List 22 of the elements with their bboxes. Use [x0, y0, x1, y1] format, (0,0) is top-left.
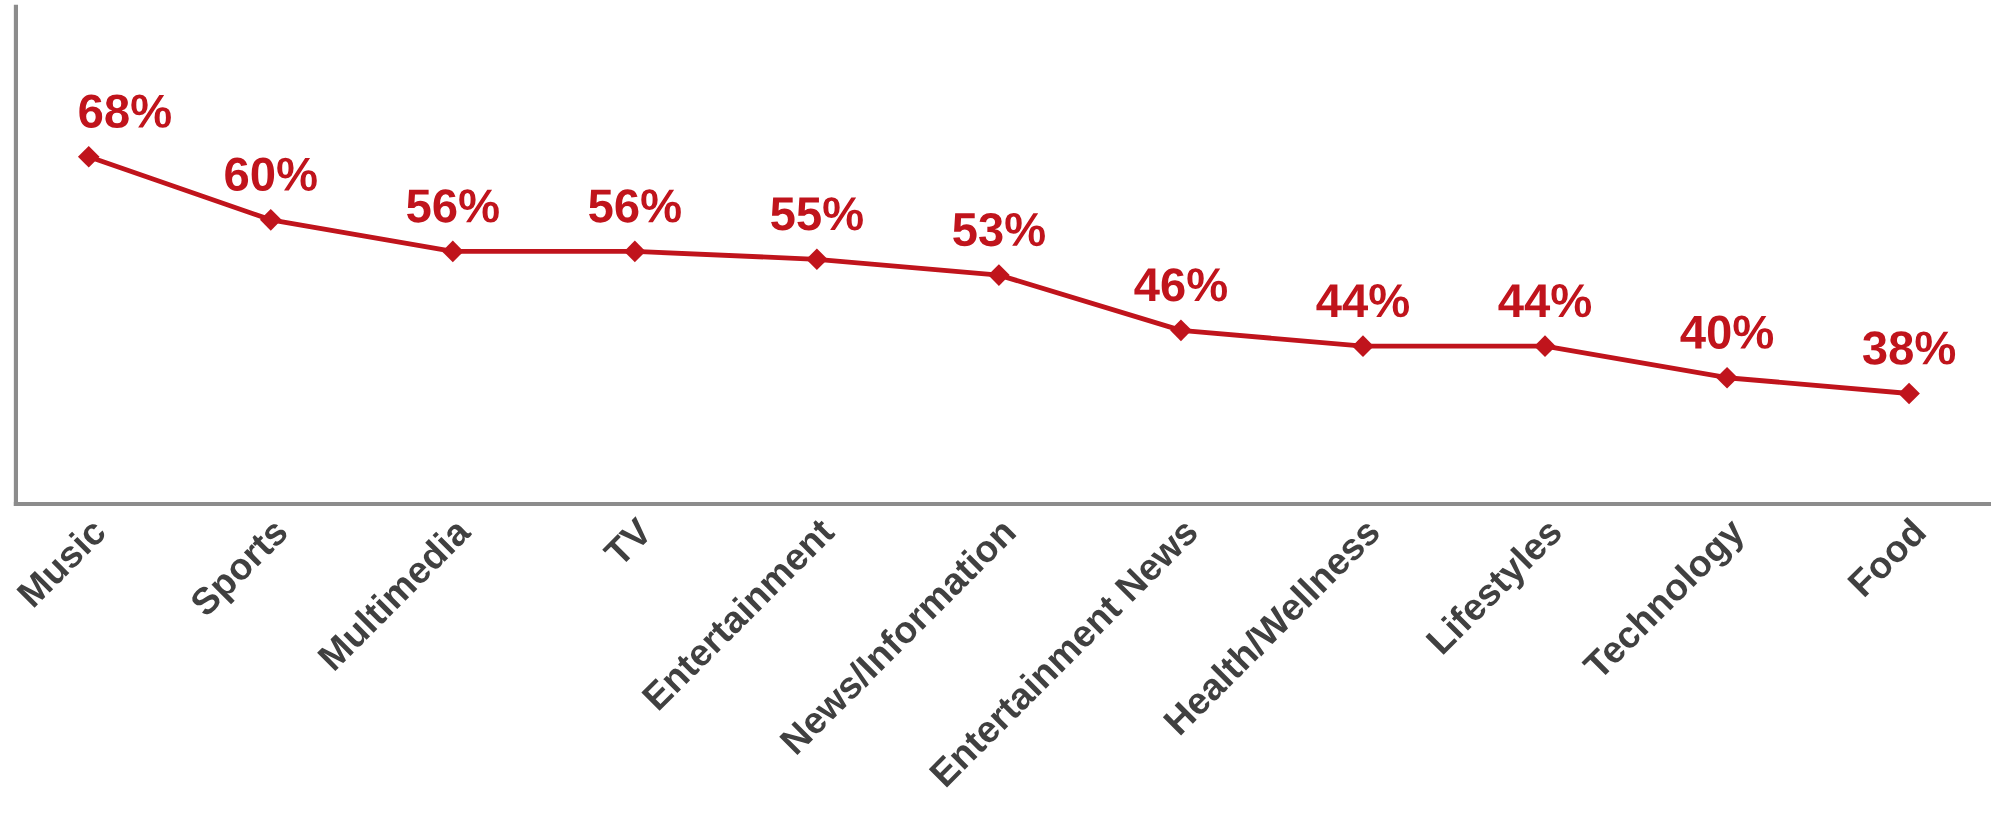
data-label: 56%: [407, 189, 499, 223]
point: [442, 240, 464, 263]
point: [1170, 319, 1192, 342]
data-label: 55%: [771, 197, 863, 231]
data-label: 44%: [1316, 284, 1409, 318]
data-label: 60%: [225, 157, 317, 192]
point: [1534, 335, 1556, 357]
data-label: 56%: [589, 189, 681, 223]
data-label: 44%: [1498, 284, 1592, 318]
point: [259, 209, 282, 231]
data-label: 68%: [79, 94, 171, 128]
data-label: 53%: [953, 212, 1045, 247]
point: [806, 248, 828, 271]
point: [988, 264, 1010, 286]
data-label: 46%: [1134, 268, 1227, 302]
point: [1898, 382, 1920, 405]
point: [624, 240, 646, 263]
point: [77, 145, 100, 168]
point: [1352, 335, 1374, 357]
data-label: 38%: [1862, 331, 1956, 365]
point: [1716, 366, 1738, 389]
data-label: 40%: [1680, 315, 1774, 349]
